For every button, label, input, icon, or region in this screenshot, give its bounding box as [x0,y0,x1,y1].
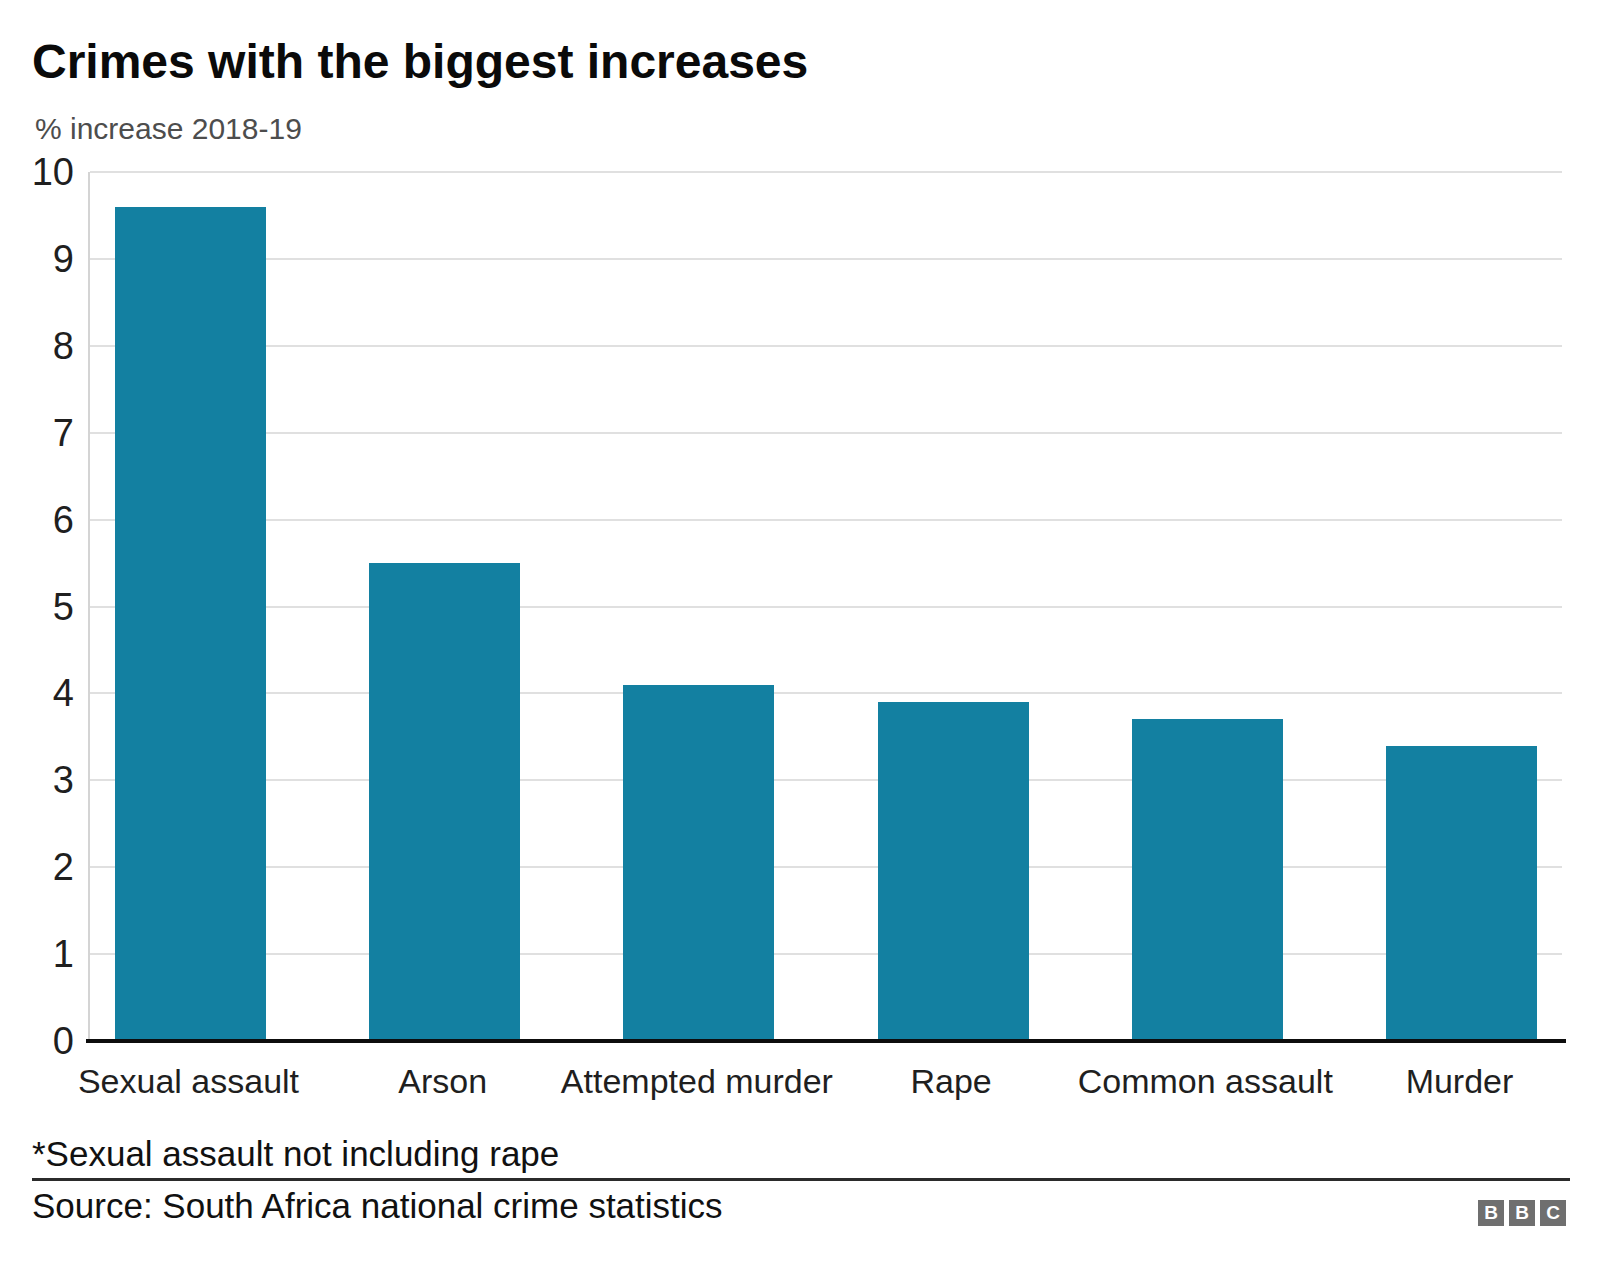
x-axis-line [86,1039,1566,1043]
y-tick-label-9: 9 [0,239,74,279]
chart-canvas: Crimes with the biggest increases % incr… [0,0,1600,1267]
bar-attempted-murder [623,685,774,1041]
gridline-y-4 [90,692,1562,694]
gridline-y-9 [90,258,1562,260]
gridline-y-5 [90,606,1562,608]
gridline-y-3 [90,779,1562,781]
bbc-logo-letter: C [1540,1200,1566,1226]
y-tick-label-1: 1 [0,934,74,974]
y-tick-label-5: 5 [0,587,74,627]
x-category-label: Murder [1300,1062,1600,1101]
y-tick-label-10: 10 [0,152,74,192]
bar-murder [1386,746,1537,1041]
y-tick-label-8: 8 [0,326,74,366]
y-tick-label-0: 0 [0,1021,74,1061]
gridline-y-8 [90,345,1562,347]
y-tick-label-3: 3 [0,760,74,800]
gridline-y-2 [90,866,1562,868]
gridline-y-6 [90,519,1562,521]
bbc-logo-letter: B [1478,1200,1504,1226]
chart-title: Crimes with the biggest increases [32,34,808,89]
gridline-y-7 [90,432,1562,434]
gridline-y-10 [90,171,1562,173]
source-text: Source: South Africa national crime stat… [32,1186,723,1226]
y-tick-label-6: 6 [0,500,74,540]
bar-arson [369,563,520,1041]
bar-rape [878,702,1029,1041]
chart-subtitle: % increase 2018-19 [35,112,302,146]
gridline-y-1 [90,953,1562,955]
footer-divider [32,1178,1570,1181]
bbc-logo-letter: B [1509,1200,1535,1226]
bbc-logo: B B C [1478,1200,1566,1226]
y-tick-label-4: 4 [0,673,74,713]
y-tick-label-7: 7 [0,413,74,453]
bar-common-assault [1132,719,1283,1041]
y-tick-label-2: 2 [0,847,74,887]
chart-footnote: *Sexual assault not including rape [32,1134,559,1174]
bar-sexual-assault [115,207,266,1041]
plot-area [88,172,1562,1041]
